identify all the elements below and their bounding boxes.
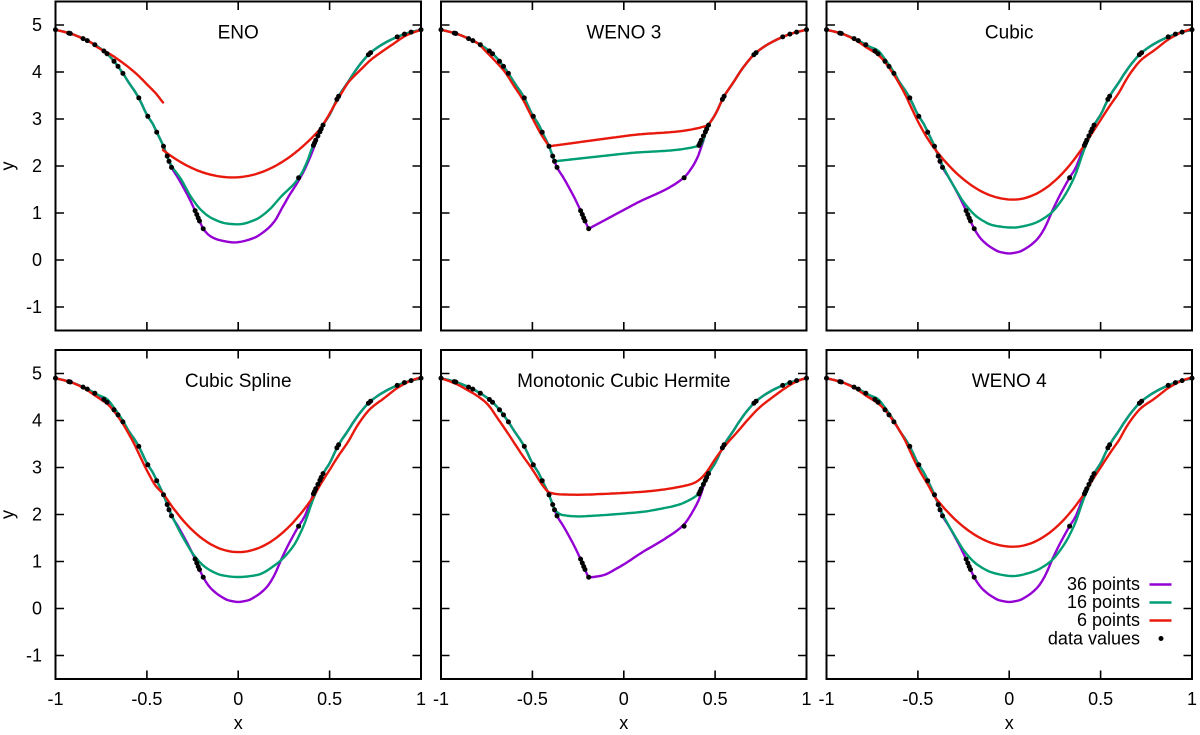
svg-text:x: x bbox=[234, 713, 243, 733]
svg-text:Monotonic Cubic Hermite: Monotonic Cubic Hermite bbox=[517, 371, 730, 392]
svg-text:WENO 4: WENO 4 bbox=[972, 371, 1047, 392]
svg-text:0.5: 0.5 bbox=[703, 689, 728, 709]
svg-text:1: 1 bbox=[32, 203, 42, 223]
svg-text:1: 1 bbox=[32, 552, 42, 572]
svg-text:-0.5: -0.5 bbox=[131, 689, 162, 709]
svg-text:6 points: 6 points bbox=[1077, 610, 1140, 630]
svg-text:36 points: 36 points bbox=[1067, 574, 1140, 594]
svg-text:5: 5 bbox=[32, 364, 42, 384]
svg-text:0.5: 0.5 bbox=[1088, 689, 1113, 709]
svg-text:Cubic: Cubic bbox=[985, 23, 1034, 44]
svg-text:1: 1 bbox=[416, 689, 426, 709]
svg-text:y: y bbox=[0, 510, 18, 519]
svg-text:0: 0 bbox=[32, 599, 42, 619]
svg-text:2: 2 bbox=[32, 505, 42, 525]
svg-text:x: x bbox=[619, 713, 628, 733]
svg-text:3: 3 bbox=[32, 458, 42, 478]
svg-text:0.5: 0.5 bbox=[317, 689, 342, 709]
svg-text:0: 0 bbox=[619, 689, 629, 709]
svg-text:x: x bbox=[1005, 713, 1014, 733]
svg-text:-0.5: -0.5 bbox=[517, 689, 548, 709]
svg-text:3: 3 bbox=[32, 109, 42, 129]
svg-text:0: 0 bbox=[1004, 689, 1014, 709]
svg-text:5: 5 bbox=[32, 15, 42, 35]
svg-text:-1: -1 bbox=[433, 689, 449, 709]
svg-text:-1: -1 bbox=[26, 297, 42, 317]
svg-text:4: 4 bbox=[32, 62, 42, 82]
svg-text:ENO: ENO bbox=[218, 23, 259, 44]
svg-text:-1: -1 bbox=[47, 689, 63, 709]
svg-text:4: 4 bbox=[32, 411, 42, 431]
svg-text:0: 0 bbox=[32, 250, 42, 270]
svg-text:-0.5: -0.5 bbox=[902, 689, 933, 709]
svg-text:WENO 3: WENO 3 bbox=[586, 23, 661, 44]
svg-text:0: 0 bbox=[233, 689, 243, 709]
svg-text:16 points: 16 points bbox=[1067, 592, 1140, 612]
svg-text:Cubic Spline: Cubic Spline bbox=[185, 371, 292, 392]
svg-text:2: 2 bbox=[32, 156, 42, 176]
svg-text:-1: -1 bbox=[26, 646, 42, 666]
svg-text:data values: data values bbox=[1048, 629, 1140, 649]
svg-text:1: 1 bbox=[1187, 689, 1197, 709]
svg-text:1: 1 bbox=[801, 689, 811, 709]
svg-text:y: y bbox=[0, 162, 18, 171]
svg-text:-1: -1 bbox=[818, 689, 834, 709]
